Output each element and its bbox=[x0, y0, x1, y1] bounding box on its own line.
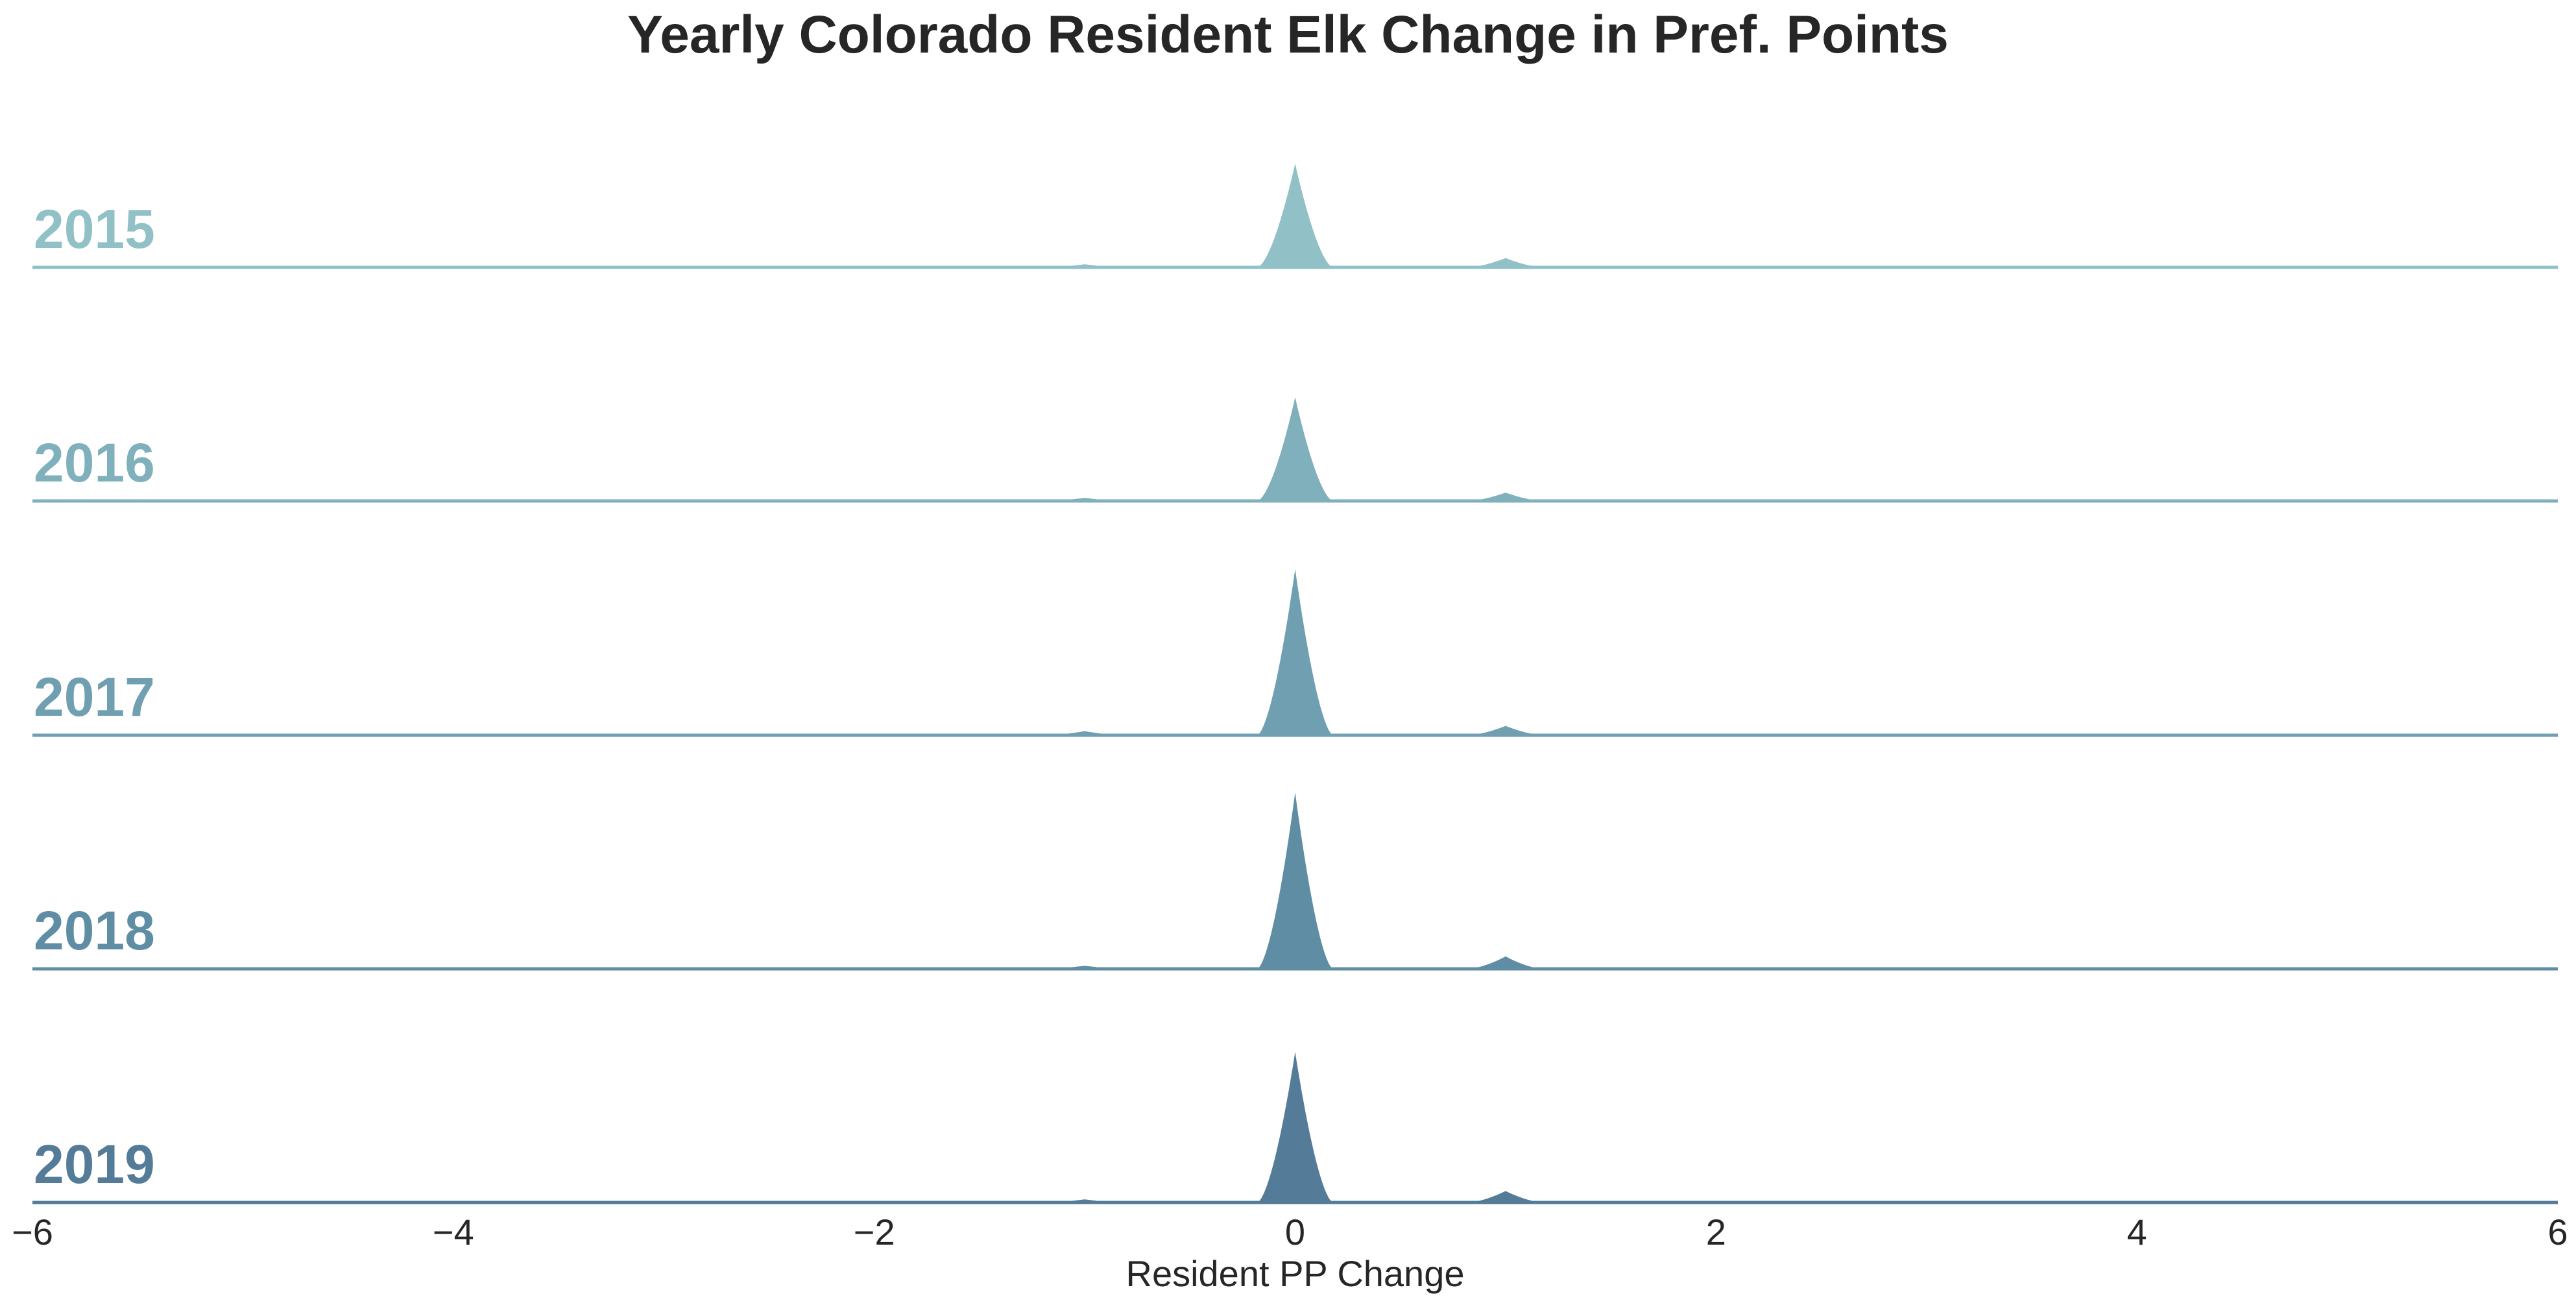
x-tick-label: −2 bbox=[854, 1212, 895, 1252]
density-area-2019 bbox=[32, 1052, 2558, 1202]
x-tick-label: 4 bbox=[2127, 1212, 2147, 1252]
row-label-2018: 2018 bbox=[34, 900, 155, 961]
chart-title: Yearly Colorado Resident Elk Change in P… bbox=[627, 5, 1949, 64]
x-tick-label: 6 bbox=[2547, 1212, 2568, 1252]
x-tick-label: −6 bbox=[12, 1212, 53, 1252]
ridge-row-2019: 2019 bbox=[32, 1052, 2558, 1204]
row-label-2017: 2017 bbox=[34, 666, 155, 727]
x-axis: −6 −4 −2 0 2 4 6 bbox=[12, 1212, 2568, 1252]
ridge-row-2016: 2016 bbox=[32, 397, 2558, 503]
x-tick-label: −4 bbox=[433, 1212, 474, 1252]
x-axis-label: Resident PP Change bbox=[1126, 1253, 1465, 1294]
row-label-2015: 2015 bbox=[34, 199, 155, 260]
row-label-2019: 2019 bbox=[34, 1134, 155, 1195]
ridge-row-2015: 2015 bbox=[32, 164, 2558, 269]
row-label-2016: 2016 bbox=[34, 432, 155, 493]
ridge-row-2017: 2017 bbox=[32, 569, 2558, 737]
ridge-row-2018: 2018 bbox=[32, 792, 2558, 971]
x-tick-label: 2 bbox=[1706, 1212, 1726, 1252]
density-area-2017 bbox=[32, 569, 2558, 735]
ridge-rows: 2015 2016 2017 2018 2019 bbox=[32, 164, 2558, 1204]
density-area-2016 bbox=[32, 397, 2558, 501]
density-area-2018 bbox=[32, 792, 2558, 969]
density-area-2015 bbox=[32, 164, 2558, 267]
x-tick-label: 0 bbox=[1285, 1212, 1305, 1252]
